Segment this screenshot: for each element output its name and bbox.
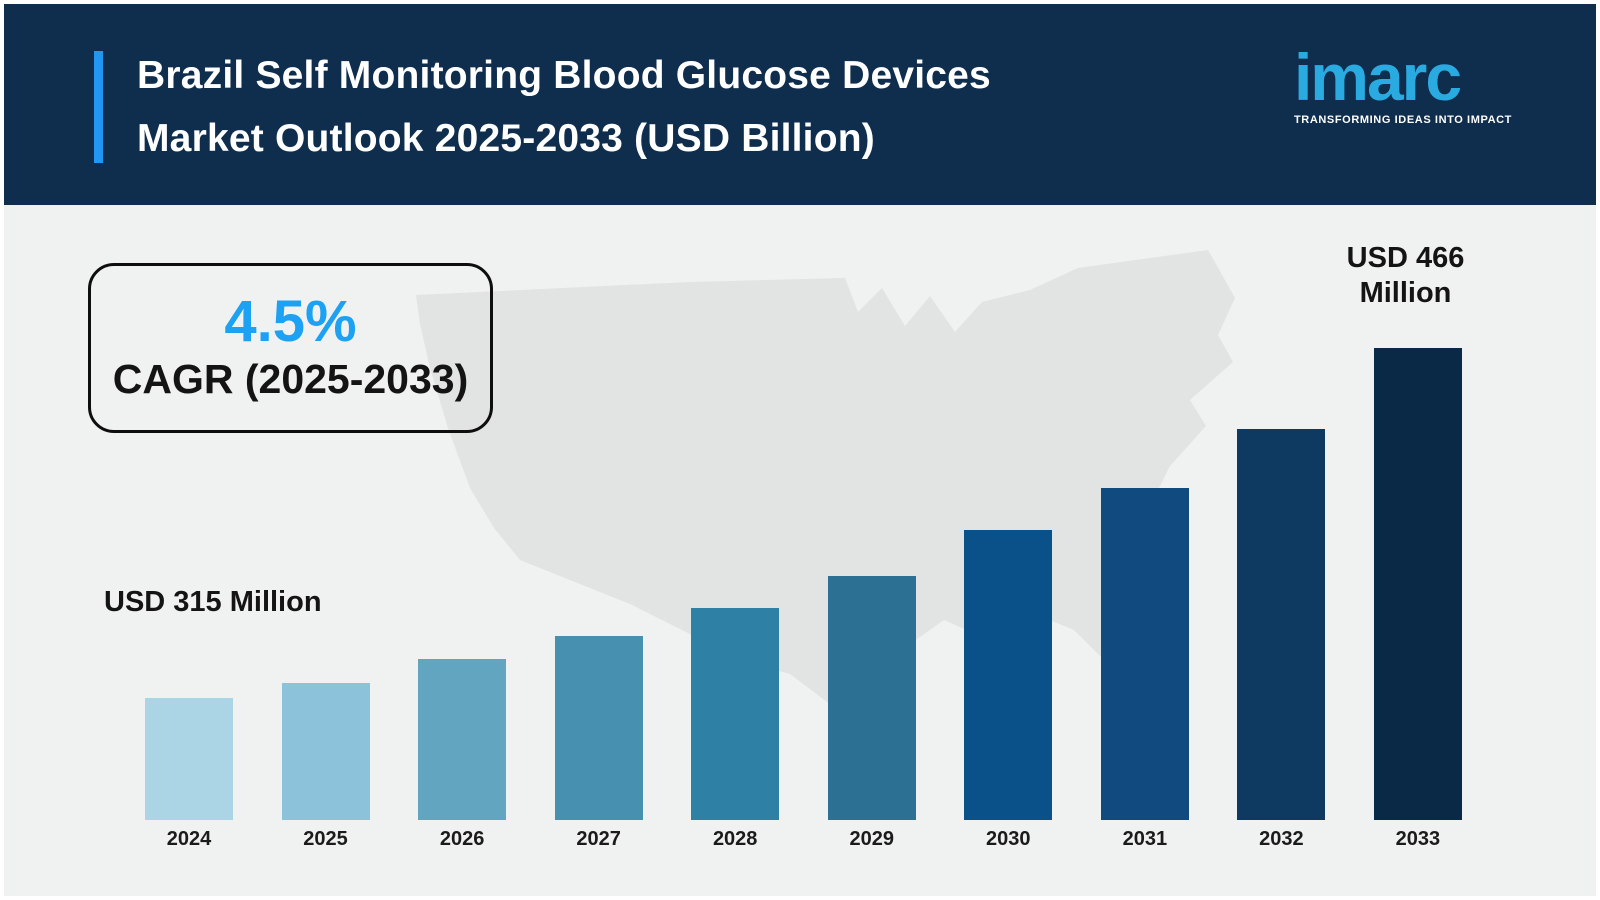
imarc-logo-wordmark: imarc <box>1293 40 1462 114</box>
bar-year-label-2029: 2029 <box>849 828 894 850</box>
bar-cell-2025: 2025 <box>281 683 370 850</box>
start-value-label: USD 315 Million <box>104 586 322 618</box>
bar-cell-2024: 2024 <box>145 698 233 850</box>
bar-year-label-2024: 2024 <box>166 828 212 850</box>
bar-cell-2029: 2029 <box>827 576 916 850</box>
bars: 2024 2025 2026 2027 2028 2029 2030 2031 2032 2033 <box>145 348 1462 850</box>
end-value-label: USD 466 Million <box>1346 242 1465 309</box>
imarc-logo: imarc TRANSFORMING IDEAS INTO IMPACT <box>1294 44 1512 126</box>
imarc-logo-tagline: TRANSFORMING IDEAS INTO IMPACT <box>1293 114 1512 126</box>
usa-map-silhouette-icon <box>416 250 1235 756</box>
bar-cell-2028: 2028 <box>691 608 780 850</box>
cagr-period-label: CAGR (2025-2033) <box>112 356 469 402</box>
title-accent-bar <box>94 51 103 163</box>
bar-year-label-2026: 2026 <box>439 828 485 850</box>
bar-2031 <box>1100 488 1189 820</box>
page-title-line2: Market Outlook 2025-2033 (USD Billion) <box>137 117 875 160</box>
bar-2033 <box>1373 348 1462 820</box>
bar-2029 <box>827 576 916 820</box>
bar-cell-2031: 2031 <box>1100 488 1189 850</box>
bar-cell-2026: 2026 <box>418 659 507 850</box>
bar-2026 <box>418 659 507 820</box>
page-title: Brazil Self Monitoring Blood Glucose Dev… <box>137 44 991 170</box>
cagr-value: 4.5% <box>224 289 357 354</box>
bar-cell-2033: 2033 <box>1373 348 1462 850</box>
bar-year-label-2028: 2028 <box>712 828 758 850</box>
usa-map-path <box>416 250 1235 756</box>
bar-2028 <box>691 608 780 820</box>
bar-year-label-2030: 2030 <box>986 828 1031 850</box>
bar-2025 <box>281 683 370 820</box>
bar-cell-2032: 2032 <box>1237 429 1326 850</box>
bar-2027 <box>554 636 643 820</box>
bar-cell-2030: 2030 <box>964 530 1053 850</box>
bar-2024 <box>145 698 233 820</box>
bar-cell-2027: 2027 <box>554 636 643 850</box>
bar-year-label-2031: 2031 <box>1122 828 1168 850</box>
bar-2030 <box>964 530 1053 820</box>
bar-year-label-2027: 2027 <box>576 828 621 850</box>
page-title-line1: Brazil Self Monitoring Blood Glucose Dev… <box>137 54 991 97</box>
cagr-callout-box: 4.5% CAGR (2025-2033) <box>88 263 493 433</box>
bar-year-label-2032: 2032 <box>1259 828 1304 850</box>
header: Brazil Self Monitoring Blood Glucose Dev… <box>4 4 1596 205</box>
bar-year-label-2025: 2025 <box>303 828 348 850</box>
bar-2032 <box>1237 429 1326 820</box>
bar-year-label-2033: 2033 <box>1395 828 1441 850</box>
